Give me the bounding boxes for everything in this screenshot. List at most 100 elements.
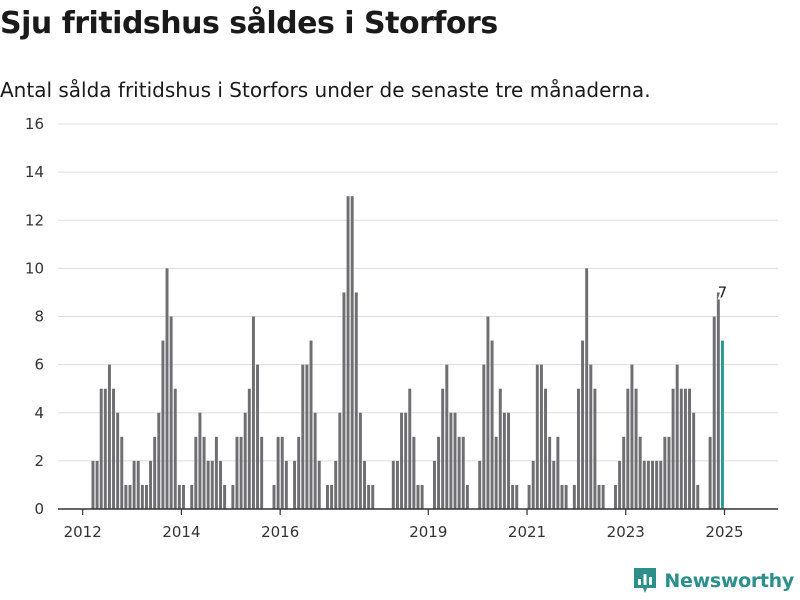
bar <box>313 412 317 509</box>
y-axis-labels: 0 2 4 6 8 10 12 14 16 <box>25 115 44 518</box>
bar <box>202 436 206 509</box>
bar <box>589 364 593 509</box>
bar <box>683 388 687 509</box>
bar <box>256 364 260 509</box>
bar <box>511 484 515 509</box>
bar <box>445 364 449 509</box>
bar <box>486 316 490 509</box>
bar <box>449 412 453 509</box>
bar <box>618 460 622 509</box>
bar <box>350 196 354 509</box>
bar <box>177 484 181 509</box>
y-tick-label: 12 <box>25 211 44 229</box>
bar <box>404 412 408 509</box>
bar <box>235 436 239 509</box>
bar <box>198 412 202 509</box>
bar <box>408 388 412 509</box>
bar <box>548 436 552 509</box>
bar <box>326 484 329 509</box>
bar <box>679 388 683 509</box>
bars <box>91 196 724 509</box>
bar <box>490 340 494 509</box>
bar <box>642 460 646 509</box>
bar <box>342 292 346 509</box>
bar <box>91 460 95 509</box>
bar <box>651 460 654 509</box>
bar <box>453 412 457 509</box>
brand-name: Newsworthy <box>664 570 794 592</box>
latest-value-label: 7 <box>718 284 728 302</box>
y-tick-label: 2 <box>34 452 44 470</box>
bar <box>539 364 543 509</box>
bar <box>272 484 276 509</box>
bar <box>354 292 358 509</box>
x-tick-label: 2019 <box>409 523 447 541</box>
bar <box>646 460 650 509</box>
bar <box>572 484 576 509</box>
bar <box>144 484 148 509</box>
bar <box>371 484 375 509</box>
bar <box>330 484 334 509</box>
bar <box>284 460 288 509</box>
bar <box>622 436 626 509</box>
x-tick-label: 2012 <box>64 523 102 541</box>
bar <box>712 316 716 509</box>
bar <box>614 484 617 509</box>
bar <box>581 340 585 509</box>
bar <box>363 460 366 509</box>
bar <box>696 484 700 509</box>
bar <box>675 364 679 509</box>
y-tick-label: 6 <box>34 356 44 374</box>
bar <box>671 388 675 509</box>
bar <box>441 388 445 509</box>
bar <box>412 436 416 509</box>
bar <box>626 388 630 509</box>
bar <box>358 412 362 509</box>
bar <box>132 460 136 509</box>
chart-title: Sju fritidshus såldes i Storfors <box>0 6 498 41</box>
y-tick-label: 10 <box>25 259 44 277</box>
x-tick-label: 2016 <box>261 523 299 541</box>
bar <box>507 412 510 509</box>
bar <box>535 364 539 509</box>
bar <box>301 364 305 509</box>
bar <box>219 460 222 509</box>
bar <box>120 436 124 509</box>
x-tick-label: 2025 <box>705 523 743 541</box>
bar <box>112 388 116 509</box>
bar <box>280 436 284 509</box>
bar <box>634 388 638 509</box>
grid-lines <box>58 123 778 462</box>
bar <box>659 460 663 509</box>
bar <box>124 484 128 509</box>
bar <box>107 364 111 509</box>
bar <box>494 436 498 509</box>
bar <box>552 460 556 509</box>
bar <box>103 388 107 509</box>
bar <box>527 484 531 509</box>
x-axis: 2012 2014 2016 2019 2021 2023 2025 <box>58 508 778 541</box>
bar <box>432 460 436 509</box>
bar <box>437 436 441 509</box>
bar <box>190 484 194 509</box>
bar <box>157 412 161 509</box>
bar <box>116 412 120 509</box>
bar <box>638 436 642 509</box>
brand-logo: Newsworthy <box>632 566 794 596</box>
bar <box>276 436 280 509</box>
bar <box>498 388 502 509</box>
bar <box>655 460 659 509</box>
bar <box>457 436 461 509</box>
bar <box>182 484 185 509</box>
x-tick-label: 2023 <box>607 523 645 541</box>
bar <box>214 436 218 509</box>
bar <box>206 460 210 509</box>
bar <box>239 436 243 509</box>
bar <box>161 340 165 509</box>
x-tick-label: 2021 <box>508 523 546 541</box>
bar <box>367 484 371 509</box>
bar <box>716 292 720 509</box>
bar <box>346 196 350 509</box>
bar <box>482 364 486 509</box>
bar <box>461 436 465 509</box>
